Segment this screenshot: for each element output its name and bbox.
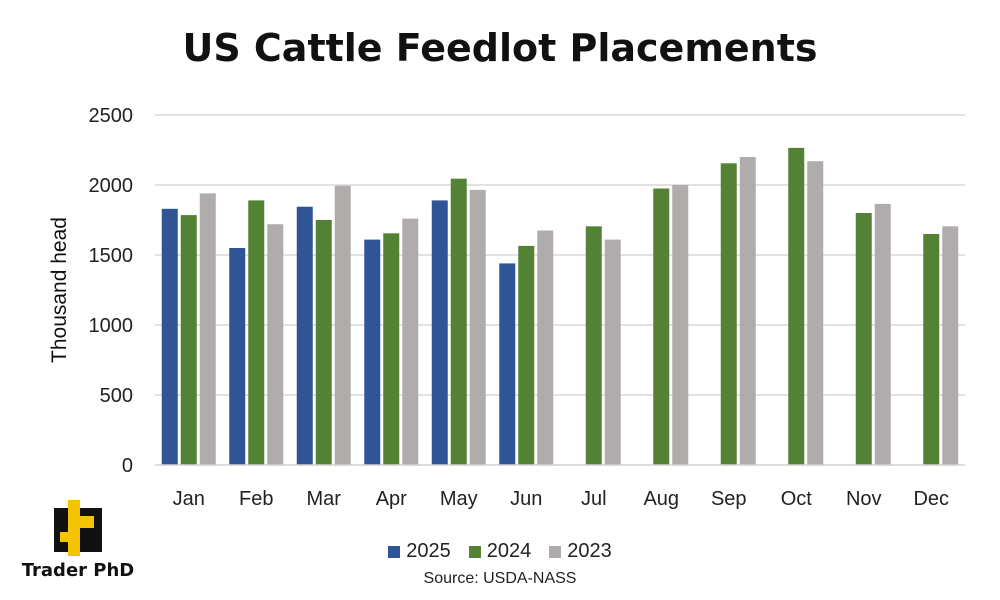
chart-title: US Cattle Feedlot Placements	[182, 26, 818, 70]
source-note: Source: USDA-NASS	[423, 570, 577, 587]
bar-2024-Jul	[585, 226, 602, 465]
bar-2024-Mar	[315, 220, 332, 465]
bar-2023-Sep	[739, 157, 756, 465]
legend-item-2025: 2025	[388, 540, 451, 563]
logo-text: Trader PhD	[21, 560, 135, 581]
y-tick-label-2000: 2000	[89, 175, 134, 197]
chart-legend: 2025 2024 2023	[0, 540, 1000, 563]
legend-item-2023: 2023	[549, 540, 612, 563]
legend-label-2025: 2025	[406, 540, 451, 562]
bar-2023-Oct	[807, 161, 824, 465]
bar-2025-May	[431, 200, 448, 465]
bar-2023-May	[469, 189, 486, 465]
bar-2023-Jun	[537, 230, 554, 465]
bar-2024-Feb	[248, 200, 265, 465]
x-tick-label-Apr: Apr	[376, 488, 407, 510]
trader-phd-logo-icon	[54, 500, 102, 556]
bar-2024-Dec	[923, 234, 940, 465]
bar-2025-Mar	[296, 206, 313, 465]
bar-2024-Aug	[653, 188, 670, 465]
bar-2023-Dec	[942, 226, 959, 465]
bar-2023-Jan	[199, 193, 216, 465]
y-tick-label-0: 0	[122, 455, 133, 477]
x-tick-label-Sep: Sep	[711, 488, 747, 510]
bar-2024-Jan	[180, 215, 197, 465]
x-tick-label-Mar: Mar	[307, 488, 342, 510]
legend-item-2024: 2024	[468, 540, 532, 563]
bar-2025-Jun	[499, 263, 516, 465]
trader-phd-logo: Trader PhD	[18, 500, 138, 590]
legend-label-2023: 2023	[567, 540, 612, 562]
bar-2023-Nov	[874, 203, 891, 465]
x-tick-label-Jan: Jan	[173, 488, 205, 510]
bar-2023-Jul	[604, 239, 621, 465]
legend-label-2024: 2024	[486, 540, 532, 562]
bar-2023-Feb	[267, 224, 284, 465]
bar-2023-Aug	[672, 185, 689, 465]
x-tick-label-Jul: Jul	[581, 488, 607, 510]
bar-2025-Jan	[161, 208, 178, 466]
x-tick-label-Nov: Nov	[846, 488, 882, 510]
bar-2025-Apr	[364, 239, 381, 465]
x-tick-label-Dec: Dec	[913, 488, 949, 510]
y-tick-label-2500: 2500	[89, 105, 134, 127]
bar-2024-Jun	[518, 245, 535, 465]
x-tick-label-Jun: Jun	[510, 488, 542, 510]
bar-2024-May	[450, 178, 467, 465]
legend-swatch-2024	[468, 545, 481, 558]
y-tick-label-1500: 1500	[89, 245, 134, 267]
y-tick-label-500: 500	[100, 385, 133, 407]
bar-2024-Apr	[383, 233, 400, 465]
legend-swatch-2023	[549, 545, 562, 558]
x-tick-label-Feb: Feb	[239, 488, 273, 510]
x-tick-label-Oct: Oct	[781, 488, 813, 510]
y-axis-label: Thousand head	[48, 217, 71, 363]
bar-2023-Mar	[334, 185, 351, 465]
bar-2025-Feb	[229, 248, 246, 465]
x-tick-label-May: May	[440, 488, 478, 510]
bar-2023-Apr	[402, 218, 419, 465]
bar-2024-Nov	[855, 213, 872, 465]
bar-2024-Sep	[720, 163, 737, 466]
legend-swatch-2025	[388, 545, 401, 558]
y-tick-label-1000: 1000	[89, 315, 134, 337]
bar-2024-Oct	[788, 147, 805, 465]
x-tick-label-Aug: Aug	[643, 488, 679, 510]
